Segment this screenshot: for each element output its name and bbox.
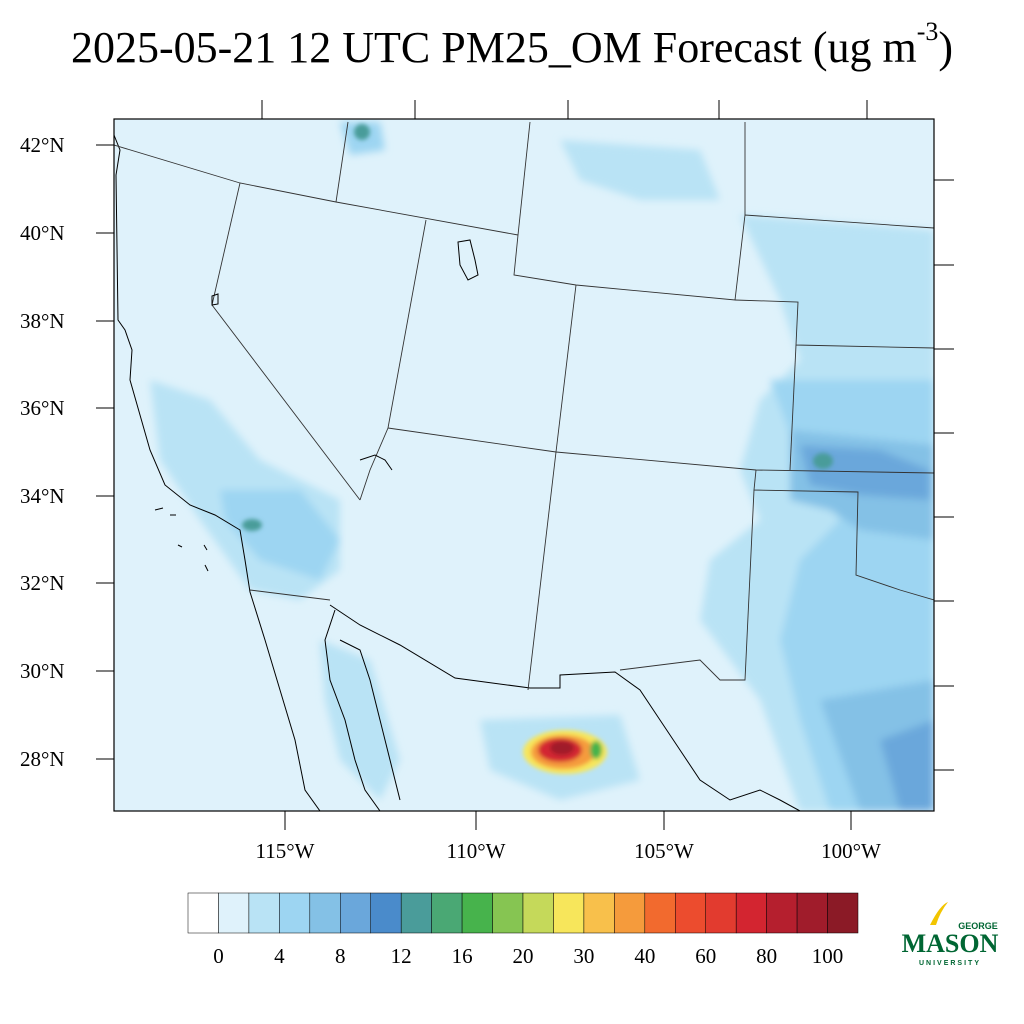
colorbar-box [796,892,828,934]
longitude-labels: 115°W 110°W 105°W 100°W [256,839,882,863]
right-ticks [934,179,954,771]
lon-label: 105°W [634,839,694,863]
lat-label: 38°N [20,309,65,333]
lon-label: 115°W [256,839,315,863]
colorbar-label: 100 [812,944,844,968]
logo-flame-icon [930,902,948,925]
state-borders [114,121,934,691]
hotspot-fields [242,124,833,774]
hotspot-socal [242,519,262,531]
colorbar-label: 30 [573,944,594,968]
colorbar-box [705,892,737,934]
colorbar-boxes [187,892,859,934]
title-close: ) [938,23,954,72]
lat-label: 36°N [20,396,65,420]
colorbar-box [340,892,371,934]
fire-green-edge [590,741,602,759]
colorbar-labels: 0 4 8 12 16 20 30 40 60 80 100 [213,944,843,968]
colorbar-box [583,892,615,934]
colorbar-box [766,892,798,934]
plume-socal [220,490,340,580]
lat-label: 30°N [20,659,65,683]
colorbar-box [614,892,646,934]
colorbar-box [644,892,676,934]
lon-label: 110°W [447,839,506,863]
lake-tahoe [211,293,219,306]
colorbar-box [400,892,432,934]
colorbar-box [187,892,219,934]
colorbar-label: 12 [391,944,412,968]
title-main: 2025-05-21 12 UTC PM25_OM Forecast (ug m [70,23,917,72]
colorbar-box [370,892,402,934]
plume-wyoming [560,140,720,200]
pacific-coastline [114,134,321,811]
page-title: 2025-05-21 12 UTC PM25_OM Forecast (ug m… [0,17,1024,73]
colorbar-box [553,892,585,934]
lat-label: 40°N [20,221,65,245]
colorbar-box [492,892,524,934]
colorbar-box [461,892,493,934]
hotspot-ok [813,453,833,469]
channel-islands [154,507,209,572]
logo-middle: MASON [902,929,999,958]
mexico-coast [329,604,801,811]
logo-bottom: UNIVERSITY [919,960,981,967]
colorbar-label: 4 [274,944,285,968]
colorbar-label: 16 [452,944,473,968]
lake-mead [359,454,393,471]
colorbar-box [218,892,250,934]
colorbar-box [675,892,706,934]
colorbar-box [309,892,341,934]
lat-label: 42°N [20,133,65,157]
gulf-of-california-coast [324,609,401,811]
colorbar-box [827,892,859,934]
great-salt-lake [457,239,479,281]
latitude-labels: 42°N 40°N 38°N 36°N 34°N 32°N 30°N 28°N [20,133,65,771]
bottom-ticks [284,811,852,830]
lat-ticks [96,144,114,760]
plume-southeast-core [880,720,934,811]
lon-label: 100°W [821,839,881,863]
plume-baja [320,640,400,800]
hotspot-idaho [354,124,370,140]
colorbar-label: 80 [756,944,777,968]
map-frame [113,118,935,812]
colorbar-label: 40 [634,944,655,968]
colorbar-label: 60 [695,944,716,968]
colorbar-box [522,892,554,934]
colorbar-label: 0 [213,944,224,968]
top-ticks [261,100,868,119]
colorbar-label: 20 [513,944,534,968]
colorbar-box [279,892,311,934]
lat-label: 28°N [20,747,65,771]
colorbar-box [735,892,767,934]
colorbar-box [248,892,280,934]
fire-core [550,741,574,755]
lat-label: 34°N [20,484,65,508]
colorbar-label: 8 [335,944,346,968]
title-superscript: -3 [916,17,939,47]
logo-top: GEORGE [958,921,998,931]
lat-label: 32°N [20,571,65,595]
